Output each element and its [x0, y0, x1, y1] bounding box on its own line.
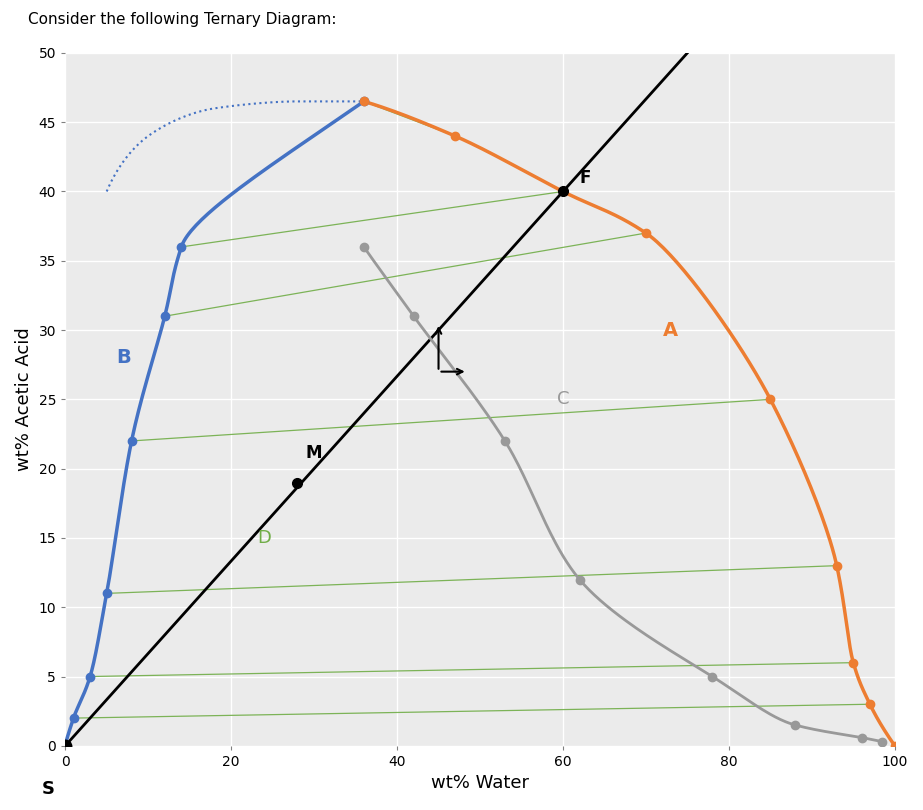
Text: C: C: [557, 390, 569, 408]
X-axis label: wt% Water: wt% Water: [431, 774, 529, 792]
Text: A: A: [664, 321, 678, 339]
Text: F: F: [580, 168, 591, 186]
Text: B: B: [116, 348, 131, 367]
Text: Consider the following Ternary Diagram:: Consider the following Ternary Diagram:: [28, 12, 336, 28]
Text: D: D: [258, 529, 271, 547]
Y-axis label: wt% Acetic Acid: wt% Acetic Acid: [15, 327, 33, 471]
Text: M: M: [306, 444, 322, 462]
Text: S: S: [42, 781, 55, 799]
